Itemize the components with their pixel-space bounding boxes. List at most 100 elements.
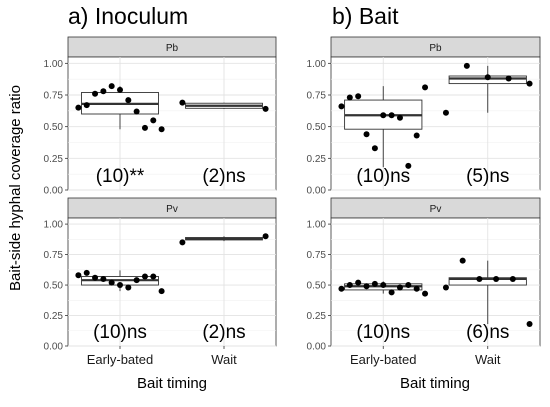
- data-point: [92, 90, 99, 97]
- y-tick-label: 1.00: [44, 220, 64, 231]
- data-point: [388, 112, 395, 119]
- y-tick-label: 1.00: [307, 220, 327, 231]
- y-axis-title: Bait-side hyphal coverage ratio: [7, 85, 24, 291]
- data-point: [100, 88, 107, 95]
- x-axis-title-a: Bait timing: [137, 375, 207, 392]
- significance-annotation: (10)ns: [356, 166, 410, 187]
- facet-strip-label: Pb: [166, 43, 179, 54]
- data-point: [526, 321, 533, 328]
- y-tick-label: 0.00: [44, 342, 64, 353]
- y-tick-label: 0.75: [307, 91, 327, 102]
- data-point: [363, 131, 370, 138]
- data-point: [179, 99, 186, 106]
- data-point: [484, 74, 491, 81]
- data-point: [442, 109, 449, 116]
- data-point: [509, 275, 516, 282]
- data-point: [405, 282, 412, 289]
- data-point: [346, 282, 353, 289]
- panel-titles: a) Inoculum b) Bait: [68, 3, 399, 29]
- data-point: [125, 97, 132, 104]
- data-point: [371, 280, 378, 287]
- data-point: [179, 239, 186, 246]
- facet-panel-1: Pb 0.00 0.25 0.50 0.75 1.00 (10)** (2)ns: [44, 36, 277, 197]
- y-tick-label: 0.50: [307, 122, 327, 133]
- data-point: [75, 104, 82, 111]
- data-point: [380, 282, 387, 289]
- data-point: [338, 103, 345, 110]
- data-point: [346, 94, 353, 101]
- y-tick-label: 0.75: [44, 91, 64, 102]
- data-point: [75, 272, 82, 279]
- data-point: [117, 86, 123, 93]
- data-point: [413, 285, 420, 292]
- data-point: [422, 84, 429, 91]
- y-tick-label: 0.75: [307, 250, 327, 261]
- panel-title-a: a) Inoculum: [68, 3, 188, 29]
- data-point: [388, 289, 395, 296]
- data-point: [442, 284, 449, 291]
- data-point: [463, 62, 470, 69]
- data-point: [476, 275, 483, 282]
- facet-strip-label: Pb: [429, 43, 442, 54]
- significance-annotation: (10)**: [96, 166, 145, 187]
- x-axis-title-b: Bait timing: [400, 375, 470, 392]
- data-point: [396, 284, 403, 291]
- y-tick-label: 0.00: [307, 186, 327, 197]
- facet-panel-2: Pv 0.00 0.25 0.50 0.75 1.00 Early-bated Wait (10…: [44, 197, 277, 367]
- data-point: [133, 108, 140, 115]
- y-tick-label: 0.00: [307, 342, 327, 353]
- y-tick-label: 0.25: [44, 154, 64, 165]
- y-tick-label: 0.00: [44, 186, 64, 197]
- significance-annotation: (10)ns: [356, 322, 410, 343]
- data-point: [363, 283, 370, 290]
- data-point: [396, 114, 403, 121]
- box-body: [448, 277, 527, 286]
- significance-annotation: (5)ns: [466, 166, 509, 187]
- data-point: [117, 282, 123, 289]
- significance-annotation: (10)ns: [93, 322, 147, 343]
- data-point: [158, 126, 165, 133]
- data-point: [355, 93, 362, 100]
- y-tick-label: 0.50: [44, 122, 64, 133]
- data-point: [493, 275, 500, 282]
- data-point: [262, 105, 269, 112]
- data-point: [355, 279, 362, 286]
- y-tick-label: 1.00: [307, 59, 327, 70]
- panel-title-b: b) Bait: [332, 3, 399, 29]
- data-point: [371, 145, 378, 152]
- y-tick-label: 0.75: [44, 250, 64, 261]
- x-tick-label: Early-bated: [350, 352, 416, 367]
- facet-panel-4: Pv 0.00 0.25 0.50 0.75 1.00 Early-bated Wait (10…: [307, 197, 541, 367]
- y-tick-label: 0.50: [307, 281, 327, 292]
- data-point: [158, 288, 165, 295]
- data-point: [83, 102, 90, 109]
- data-point: [338, 285, 345, 292]
- data-point: [380, 112, 387, 119]
- facet-panels: Pb 0.00 0.25 0.50 0.75 1.00 (10)** (2)ns Pv 0.00 0…: [44, 36, 541, 367]
- data-point: [150, 273, 157, 280]
- x-tick-label: Wait: [475, 352, 501, 367]
- data-point: [422, 290, 429, 297]
- data-point: [108, 279, 115, 286]
- data-point: [83, 269, 90, 276]
- facet-strip-label: Pv: [166, 204, 178, 215]
- y-tick-label: 0.25: [307, 311, 327, 322]
- y-tick-label: 0.25: [307, 154, 327, 165]
- data-point: [405, 162, 412, 169]
- data-point: [108, 83, 115, 90]
- y-tick-label: 0.50: [44, 281, 64, 292]
- data-point: [141, 273, 148, 280]
- data-point: [526, 80, 533, 87]
- facet-strip-label: Pv: [430, 204, 442, 215]
- y-tick-label: 0.25: [44, 311, 64, 322]
- significance-annotation: (2)ns: [202, 166, 245, 187]
- data-point: [125, 284, 132, 291]
- facet-panel-3: Pb 0.00 0.25 0.50 0.75 1.00 (10)ns (5)ns: [307, 36, 541, 197]
- x-tick-label: Early-bated: [87, 352, 153, 367]
- y-tick-label: 1.00: [44, 59, 64, 70]
- data-point: [459, 257, 466, 264]
- data-point: [100, 275, 107, 282]
- data-point: [505, 75, 512, 82]
- data-point: [262, 233, 269, 240]
- significance-annotation: (6)ns: [466, 322, 509, 343]
